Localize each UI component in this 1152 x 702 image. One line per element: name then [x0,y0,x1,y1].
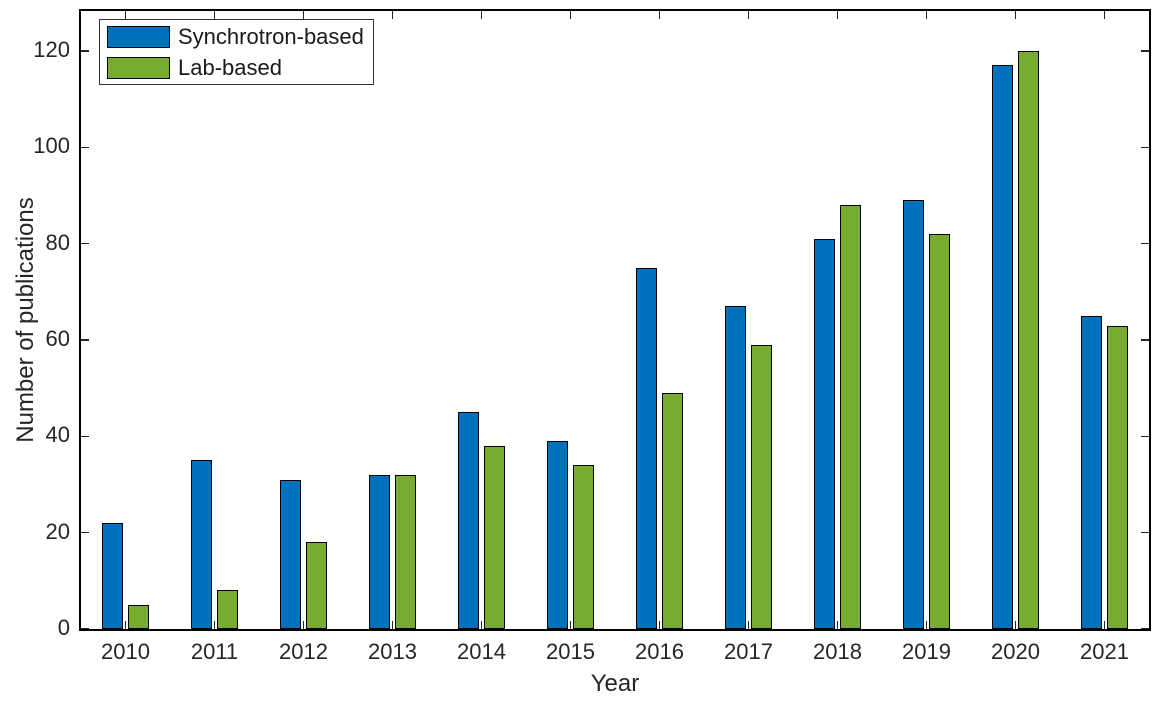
legend: Synchrotron-based Lab-based [99,19,374,85]
y-tick [81,242,89,245]
bar-synchrotron-based-2021 [1081,315,1102,629]
legend-entry-lab: Lab-based [100,52,373,83]
y-tick-label: 40 [45,422,70,448]
bar-lab-based-2021 [1107,325,1128,629]
x-tick-label: 2013 [368,639,417,664]
y-tick [81,50,89,52]
bar-lab-based-2010 [128,604,149,629]
x-tick-label: 2011 [190,639,239,664]
x-tick-top [747,11,750,19]
y-tick [81,531,89,534]
x-tick [480,621,483,629]
x-tick-label: 2021 [1080,639,1129,664]
y-tick-right [1141,50,1149,52]
legend-label-synchrotron: Synchrotron-based [178,23,364,49]
x-tick-label: 2010 [101,639,150,664]
bar-synchrotron-based-2013 [369,474,390,629]
x-tick-top [925,11,928,19]
x-tick-label: 2012 [279,639,328,664]
bar-lab-based-2014 [484,445,505,629]
bar-lab-based-2016 [662,392,683,629]
legend-label-lab: Lab-based [178,54,282,80]
y-tick [81,146,89,149]
x-tick-top [302,11,305,19]
x-tick [213,621,216,629]
y-tick [81,339,89,341]
x-tick [124,621,127,629]
y-tick-right [1141,242,1149,245]
x-tick-label: 2017 [724,639,773,664]
legend-swatch-synchrotron-icon [107,25,170,48]
x-tick [1103,621,1106,629]
x-tick [925,621,928,629]
x-tick-label: 2015 [546,639,595,664]
x-tick [569,621,572,629]
y-tick [81,435,89,438]
bar-lab-based-2013 [395,474,416,629]
bar-synchrotron-based-2014 [458,412,479,629]
bar-synchrotron-based-2020 [992,65,1013,629]
y-tick-right [1141,146,1149,149]
x-tick-top [213,11,216,19]
bar-synchrotron-based-2010 [102,523,123,629]
bar-synchrotron-based-2019 [903,200,924,629]
bar-synchrotron-based-2016 [636,267,657,629]
y-tick [81,627,89,629]
x-tick-top [391,11,394,19]
x-tick-top [1014,11,1017,19]
bar-lab-based-2015 [573,465,594,629]
bar-lab-based-2012 [306,542,327,629]
y-tick-right [1141,531,1149,534]
x-tick-top [836,11,839,19]
y-tick-label: 100 [33,133,70,159]
bar-synchrotron-based-2017 [725,306,746,629]
y-tick-label: 0 [57,615,70,640]
bar-synchrotron-based-2018 [814,238,835,629]
legend-swatch-lab-icon [107,56,170,79]
bar-synchrotron-based-2015 [547,441,568,629]
x-axis-label: Year [590,670,640,697]
x-tick [836,621,839,629]
x-tick-top [124,11,127,19]
bar-synchrotron-based-2011 [191,460,212,629]
y-tick-label: 120 [33,36,70,62]
y-tick-right [1141,339,1149,341]
x-tick-top [480,11,483,19]
x-tick-label: 2019 [902,639,951,664]
x-tick [302,621,305,629]
x-tick-top [569,11,572,19]
plot-area: Synchrotron-based Lab-based [79,9,1151,631]
x-tick-top [658,11,661,19]
x-tick-label: 2014 [457,639,506,664]
y-tick-label: 20 [45,518,70,544]
bar-lab-based-2017 [751,344,772,629]
x-tick [391,621,394,629]
bar-lab-based-2018 [840,205,861,629]
bar-synchrotron-based-2012 [280,479,301,629]
legend-entry-synchrotron: Synchrotron-based [100,21,373,52]
x-tick-label: 2020 [991,639,1040,664]
bar-lab-based-2020 [1018,50,1039,629]
y-tick-right [1141,435,1149,438]
bar-lab-based-2011 [217,590,238,629]
x-tick-top [1103,11,1106,19]
y-tick-label: 80 [45,229,70,255]
y-tick-right [1141,627,1149,629]
x-tick [658,621,661,629]
x-tick-label: 2018 [813,639,862,664]
x-tick [1014,621,1017,629]
x-tick-label: 2016 [635,639,684,664]
y-tick-label: 60 [45,325,70,351]
x-tick [747,621,750,629]
bar-lab-based-2019 [929,234,950,629]
